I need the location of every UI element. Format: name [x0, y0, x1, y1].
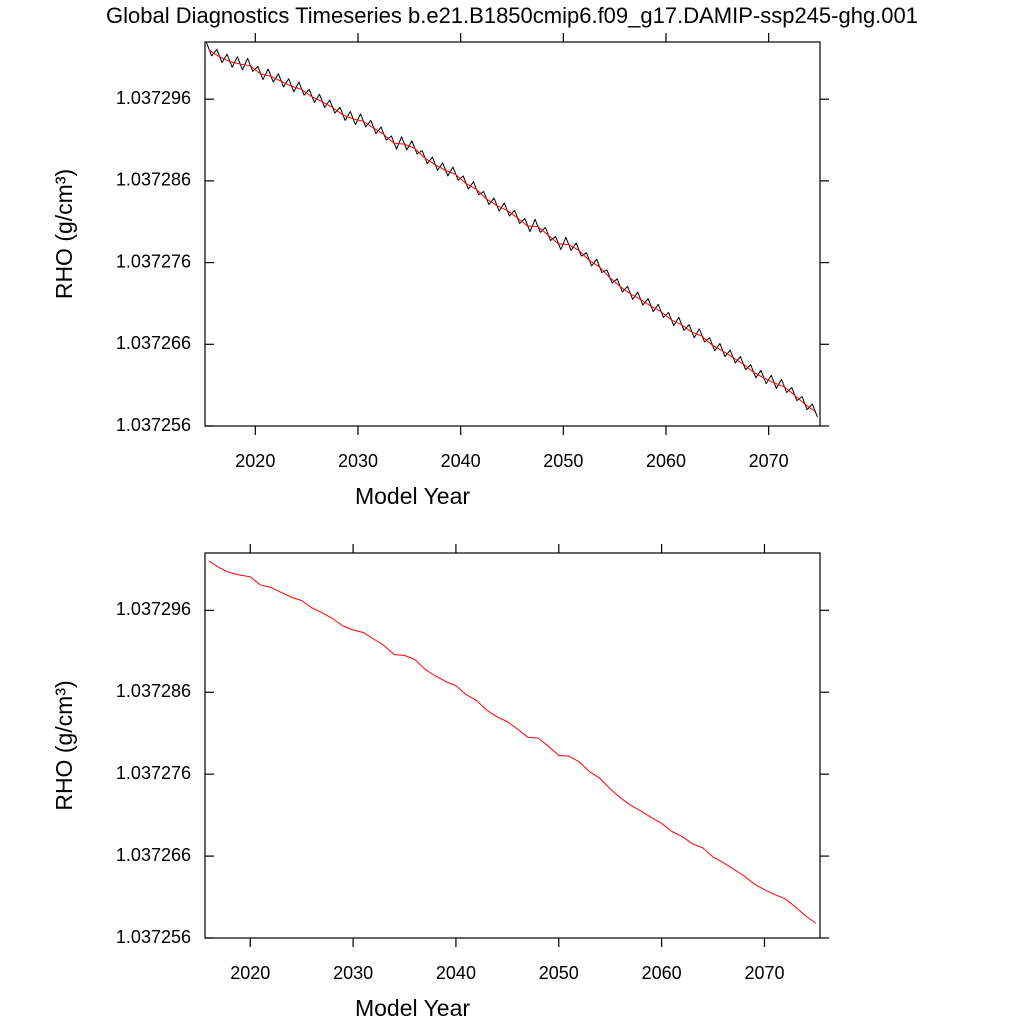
x-tick-label: 2070	[749, 451, 789, 471]
x-tick-label: 2020	[230, 963, 270, 983]
x-tick-label: 2030	[333, 963, 373, 983]
x-tick-label: 2040	[436, 963, 476, 983]
x-tick-label: 2070	[744, 963, 784, 983]
y-axis-title: RHO (g/cm³)	[51, 680, 77, 810]
data-line	[208, 49, 816, 412]
plot-frame	[204, 552, 821, 939]
x-axis-title: Model Year	[355, 483, 470, 509]
x-tick-label: 2050	[543, 451, 583, 471]
x-tick-label: 2040	[441, 451, 481, 471]
x-tick-label: 2060	[646, 451, 686, 471]
x-tick-label: 2030	[338, 451, 378, 471]
y-tick-label: 1.037266	[116, 333, 191, 353]
y-tick-label: 1.037296	[116, 88, 191, 108]
y-tick-label: 1.037256	[116, 415, 191, 435]
data-line	[208, 560, 817, 924]
y-axis-title: RHO (g/cm³)	[51, 169, 77, 299]
y-tick-label: 1.037266	[116, 845, 191, 865]
y-tick-label: 1.037276	[116, 763, 191, 783]
chart-title: Global Diagnostics Timeseries b.e21.B185…	[106, 3, 918, 28]
x-tick-label: 2050	[539, 963, 579, 983]
y-tick-label: 1.037286	[116, 681, 191, 701]
x-tick-label: 2020	[235, 451, 275, 471]
y-tick-label: 1.037256	[116, 927, 191, 947]
data-line	[206, 42, 818, 418]
x-tick-label: 2060	[642, 963, 682, 983]
y-tick-label: 1.037276	[116, 251, 191, 271]
x-axis-title: Model Year	[355, 995, 470, 1021]
y-tick-label: 1.037286	[116, 170, 191, 190]
plot-frame	[204, 41, 821, 427]
y-tick-label: 1.037296	[116, 599, 191, 619]
